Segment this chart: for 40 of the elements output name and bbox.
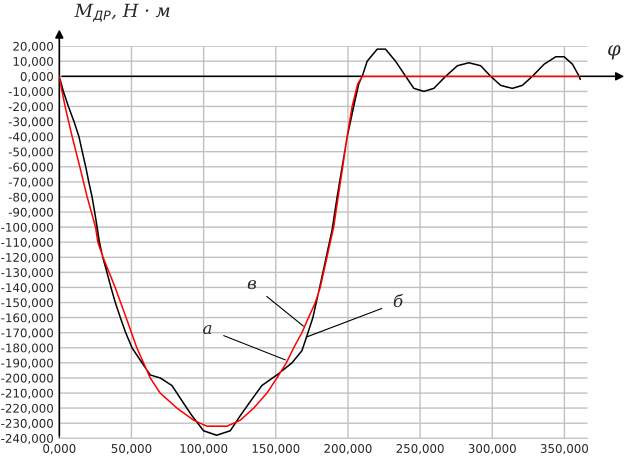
x-tick-label: 100,000	[180, 444, 228, 454]
annotation: в	[248, 280, 256, 290]
y-tick-label: -10,000	[8, 87, 53, 98]
y-tick-label: -20,000	[8, 102, 53, 112]
y-tick-label: 10,000	[14, 56, 53, 68]
y-tick-label: -130,000	[1, 268, 53, 278]
y-tick-label: -140,000	[1, 283, 53, 294]
x-tick-label: 200,000	[324, 444, 372, 454]
annotation: б	[394, 294, 404, 308]
x-axis-title: φ	[608, 45, 620, 60]
x-tick-label: 50,000	[112, 444, 152, 454]
y-tick-label: -70,000	[8, 178, 53, 188]
x-tick-label: 250,000	[396, 444, 444, 454]
y-tick-label: -220,000	[1, 404, 53, 414]
y-tick-label: -80,000	[8, 192, 53, 203]
y-tick-label: -160,000	[1, 313, 53, 324]
y-tick-label: -150,000	[1, 298, 53, 308]
y-tick-label: -120,000	[1, 253, 53, 264]
y-tick-label: -40,000	[8, 132, 53, 142]
y-tick-label: -100,000	[1, 222, 53, 233]
x-tick-label: 0,000	[43, 444, 76, 454]
y-tick-label: -180,000	[1, 344, 53, 354]
y-tick-label: -190,000	[1, 358, 53, 369]
x-tick-label: 150,000	[252, 444, 300, 454]
y-tick-label: -240,000	[1, 434, 53, 444]
y-tick-label: -210,000	[1, 388, 53, 399]
x-tick-label: 300,000	[468, 444, 516, 454]
y-tick-label: -200,000	[1, 374, 53, 384]
x-tick-label: 350,000	[540, 444, 588, 454]
y-tick-label: -170,000	[1, 328, 53, 339]
y-tick-label: 0,000	[20, 72, 53, 82]
y-axis-title: M$_{ДР}$, Н · м	[74, 4, 170, 22]
y-tick-label: -90,000	[8, 208, 53, 218]
y-tick-label: -60,000	[8, 162, 53, 173]
annotation: а	[203, 324, 212, 334]
y-tick-label: -50,000	[8, 147, 53, 158]
y-tick-label: 20,000	[13, 42, 53, 52]
y-tick-label: -230,000	[1, 418, 53, 430]
y-tick-label: -110,000	[1, 238, 53, 248]
y-tick-label: -30,000	[8, 117, 53, 128]
